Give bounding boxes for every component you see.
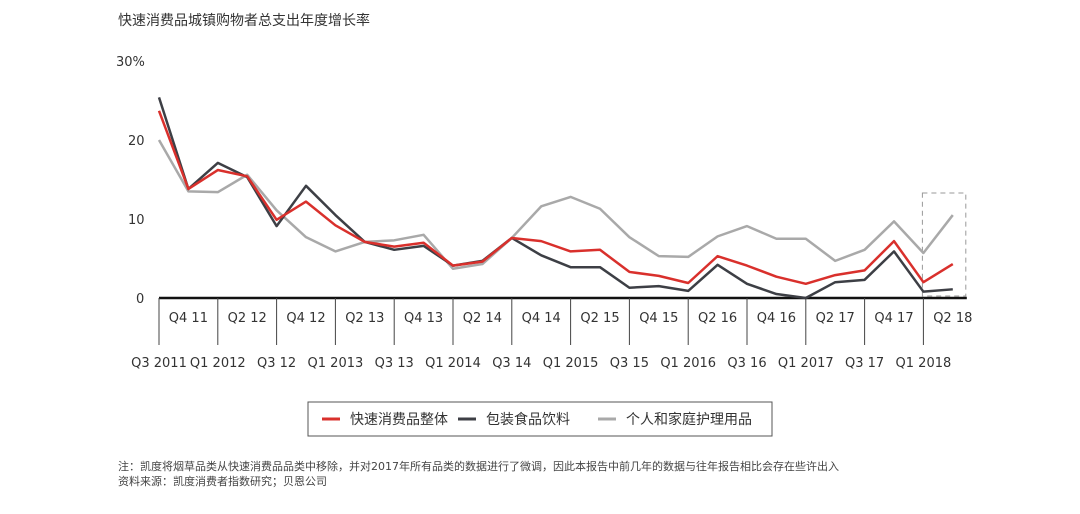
y-tick-label: 30% (116, 55, 145, 70)
x-tick-label: Q4 13 (404, 311, 443, 326)
y-tick-label: 10 (128, 213, 145, 228)
highlight-box (921, 192, 967, 297)
footnote-note: 注：凯度将烟草品类从快速消费品品类中移除，并对2017年所有品类的数据进行了微调… (118, 460, 839, 473)
footnote: 注：凯度将烟草品类从快速消费品品类中移除，并对2017年所有品类的数据进行了微调… (118, 459, 839, 489)
y-tick-label: 20 (128, 134, 145, 149)
x-tick-label: Q1 2012 (190, 356, 246, 371)
legend-label-0: 快速消费品整体 (350, 412, 448, 428)
legend-box (307, 401, 773, 437)
x-tick-label: Q4 12 (286, 311, 325, 326)
x-tick-label: Q3 17 (845, 356, 884, 371)
x-tick-label: Q2 18 (933, 311, 972, 326)
x-tick-label: Q4 17 (874, 311, 913, 326)
x-tick-label: Q1 2013 (308, 356, 364, 371)
x-tick-label: Q1 2018 (896, 356, 952, 371)
x-tick-label: Q3 2011 (131, 356, 187, 371)
x-tick-label: Q2 15 (580, 311, 619, 326)
x-tick-label: Q3 14 (492, 356, 531, 371)
x-tick-label: Q1 2014 (425, 356, 481, 371)
chart-title: 快速消费品城镇购物者总支出年度增长率 (118, 13, 370, 29)
x-tick-label: Q2 12 (228, 311, 267, 326)
x-tick-label: Q2 16 (698, 311, 737, 326)
x-tick-label: Q2 13 (345, 311, 384, 326)
x-tick-label: Q4 16 (757, 311, 796, 326)
x-tick-label: Q4 15 (639, 311, 678, 326)
legend-label-2: 个人和家庭护理用品 (626, 411, 752, 428)
x-tick-label: Q3 16 (727, 356, 766, 371)
footnote-source: 资料来源：凯度消费者指数研究；贝恩公司 (118, 475, 327, 488)
x-tick-label: Q3 12 (257, 356, 296, 371)
x-tick-label: Q1 2017 (778, 356, 834, 371)
x-tick-label: Q2 17 (816, 311, 855, 326)
series-line-0 (157, 110, 954, 286)
x-tick-label: Q3 15 (610, 356, 649, 371)
legend-label-1: 包装食品饮料 (486, 411, 570, 428)
y-tick-label: 0 (136, 292, 144, 307)
x-tick-label: Q2 14 (463, 311, 502, 326)
x-tick-label: Q1 2016 (660, 356, 716, 371)
series-line-2 (157, 139, 954, 271)
x-tick-label: Q4 14 (522, 311, 561, 326)
x-tick-label: Q1 2015 (543, 356, 599, 371)
series-line-1 (157, 96, 953, 300)
x-tick-label: Q4 11 (169, 311, 208, 326)
x-tick-label: Q3 13 (375, 356, 414, 371)
